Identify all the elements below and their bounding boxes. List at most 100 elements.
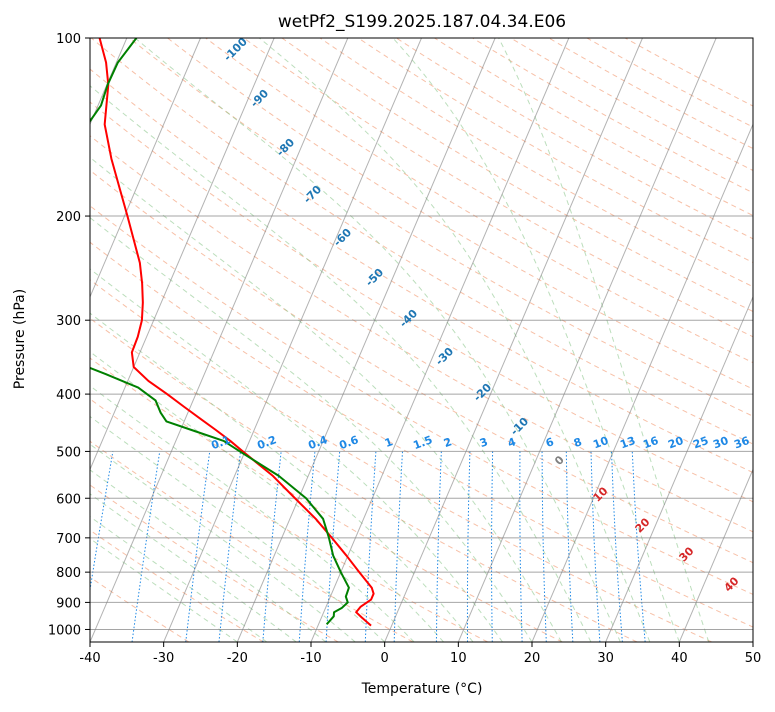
mixing-ratio-label: 4 xyxy=(506,435,518,450)
moist-adiabat-line xyxy=(90,537,238,642)
dry-adiabat-line xyxy=(510,38,753,172)
x-tick-label: 30 xyxy=(597,651,614,666)
mixing-ratio-line xyxy=(466,451,471,642)
dry-adiabat-line xyxy=(90,169,753,564)
moist-adiabat-line xyxy=(90,516,268,642)
mixing-ratio-label: 2 xyxy=(442,435,454,450)
moist-adiabat-line xyxy=(90,85,592,642)
mixing-ratio-line xyxy=(131,451,161,642)
dry-adiabat-line xyxy=(90,38,753,445)
mixing-ratio-line xyxy=(610,451,623,642)
y-axis-label: Pressure (hPa) xyxy=(12,289,28,389)
y-tick-label: 1000 xyxy=(48,623,81,638)
isotherm-line xyxy=(236,38,496,642)
moist-adiabat-line xyxy=(134,38,621,642)
x-tick-label: 0 xyxy=(381,651,389,666)
dry-adiabat-line xyxy=(90,484,339,642)
mixing-ratio-label: 1.5 xyxy=(411,433,434,452)
y-tick-label: 200 xyxy=(56,210,81,225)
y-tick-label: 300 xyxy=(56,314,81,329)
moist-adiabat-line xyxy=(90,216,533,642)
dry-adiabat-line xyxy=(90,241,753,628)
mixing-ratio-line xyxy=(364,451,377,642)
isotherm-line xyxy=(531,123,753,642)
dry-adiabat-line xyxy=(90,440,414,642)
chart-title: wetPf2_S199.2025.187.04.34.E06 xyxy=(278,12,566,32)
x-tick-label: 20 xyxy=(524,651,541,666)
y-tick-label: 900 xyxy=(56,596,81,611)
dry-adiabat-line xyxy=(548,38,753,150)
mixing-ratio-line xyxy=(393,451,403,642)
dewpoint-profile-line xyxy=(90,38,350,625)
y-tick-label: 400 xyxy=(56,388,81,403)
isotherm-line xyxy=(678,468,753,642)
isotherm-line xyxy=(163,38,422,642)
dry-adiabat-line xyxy=(129,38,753,417)
mixing-ratio-line xyxy=(541,451,547,642)
dry-adiabat-line xyxy=(90,279,712,642)
mixing-ratio-line xyxy=(519,451,523,642)
mixing-ratio-line xyxy=(590,451,601,642)
dry-adiabat-line xyxy=(90,398,488,642)
y-tick-label: 500 xyxy=(56,445,81,460)
moist-adiabat-line xyxy=(90,156,562,642)
mixing-ratio-line xyxy=(565,451,574,642)
moist-adiabat-line xyxy=(498,38,710,642)
x-tick-label: -10 xyxy=(300,651,321,666)
mixing-ratio-line xyxy=(631,451,646,642)
x-tick-label: 10 xyxy=(450,651,467,666)
isotherm-line xyxy=(605,295,753,642)
mixing-ratio-line xyxy=(491,451,494,642)
dry-adiabat-line xyxy=(434,38,753,217)
mixing-ratio-line xyxy=(90,451,114,593)
mixing-ratio-label: 13 xyxy=(618,434,637,451)
moist-adiabat-line xyxy=(259,38,651,642)
x-tick-label: 40 xyxy=(671,651,688,666)
x-tick-label: -30 xyxy=(153,651,174,666)
y-tick-label: 100 xyxy=(56,32,81,47)
moist-adiabat-line xyxy=(90,415,386,642)
x-tick-label: -40 xyxy=(79,651,100,666)
dry-adiabat-line xyxy=(281,38,753,313)
moist-adiabat-line xyxy=(392,38,680,642)
moist-adiabat-line xyxy=(90,351,444,642)
mixing-ratio-label: 1 xyxy=(383,435,395,450)
mixing-ratio-line xyxy=(325,451,341,642)
mixing-ratio-label: 16 xyxy=(641,434,660,452)
mixing-ratio-label: 0.1 xyxy=(209,433,232,452)
y-tick-label: 600 xyxy=(56,492,81,507)
plot-area xyxy=(90,38,753,642)
dry-adiabat-line xyxy=(396,38,753,240)
mixing-ratio-label: 20 xyxy=(666,434,685,452)
mixing-ratio-label: 0.2 xyxy=(255,433,278,452)
mixing-ratio-line xyxy=(435,451,442,642)
x-tick-label: 50 xyxy=(745,651,762,666)
x-tick-label: -20 xyxy=(227,651,248,666)
moist-adiabat-line xyxy=(90,469,327,642)
mixing-ratio-label: 0.6 xyxy=(337,433,360,452)
mixing-ratio-label: 25 xyxy=(691,434,710,451)
isotherm-line xyxy=(310,38,570,642)
x-axis-label: Temperature (°C) xyxy=(361,681,483,697)
dry-adiabat-line xyxy=(90,135,753,533)
mixing-ratio-label: 30 xyxy=(711,434,730,452)
y-tick-label: 700 xyxy=(56,532,81,547)
mixing-ratio-label: 8 xyxy=(572,435,584,450)
isotherm-line xyxy=(457,38,717,642)
dry-adiabat-line xyxy=(167,38,753,390)
moist-adiabat-line xyxy=(90,443,356,642)
moist-adiabat-line xyxy=(90,312,474,642)
isotherm-line xyxy=(384,38,643,642)
isotherm-line xyxy=(90,38,201,299)
temperature-profile-line xyxy=(98,38,375,627)
plot-frame xyxy=(89,37,754,643)
isotherm-line xyxy=(90,38,275,471)
mixing-ratio-label: 10 xyxy=(591,434,610,452)
mixing-ratio-label: 3 xyxy=(478,435,490,450)
mixing-ratio-line xyxy=(185,451,211,642)
dry-adiabat-line xyxy=(205,38,753,364)
dry-adiabat-line xyxy=(319,38,753,288)
isotherm-line xyxy=(90,38,349,642)
